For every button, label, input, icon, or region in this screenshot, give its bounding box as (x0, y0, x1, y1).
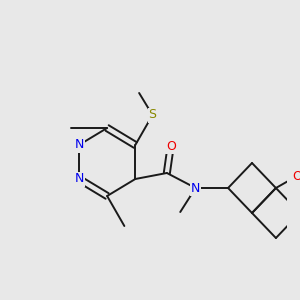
Text: S: S (148, 109, 157, 122)
Text: O: O (166, 140, 175, 152)
Text: O: O (292, 169, 300, 182)
Text: N: N (191, 182, 200, 194)
Text: N: N (74, 172, 84, 185)
Text: N: N (74, 139, 84, 152)
